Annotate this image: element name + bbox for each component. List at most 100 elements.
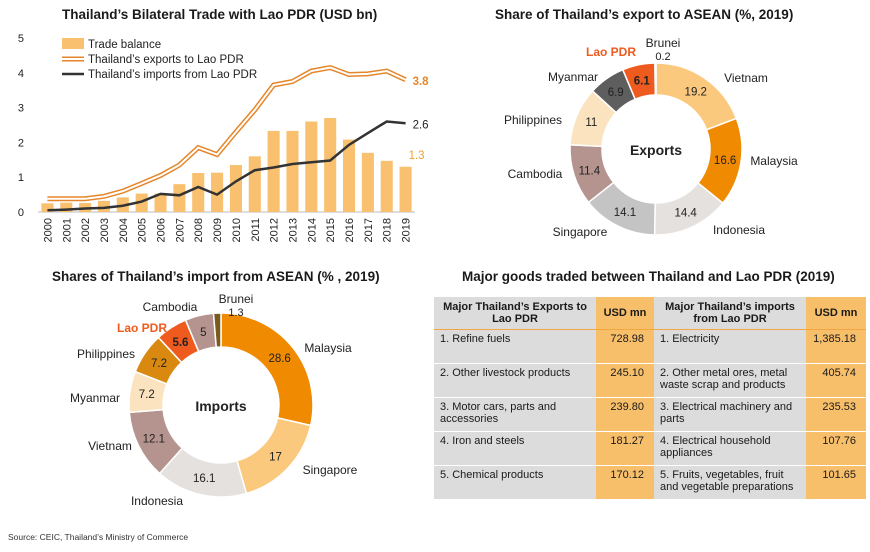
import-good: 5. Fruits, vegetables, fruit and vegetab… [654, 464, 806, 499]
category-label-lao-pdr: Lao PDR [586, 45, 636, 59]
bar-trade-balance [211, 172, 224, 212]
value-label-singapore: 17 [269, 452, 282, 464]
bar-trade-balance [399, 166, 412, 212]
export-good: 5. Chemical products [434, 464, 596, 499]
category-label-philippines: Philippines [77, 347, 135, 361]
header-usd-exports: USD mn [596, 297, 654, 330]
trade-chart: 0 1 2 3 4 5 2000 2001 2002 2003 2004 2005 2006 2007 20… [18, 33, 429, 242]
import-value: 405.74 [806, 362, 866, 397]
x-tick-label: 2019 [401, 218, 413, 242]
category-label-brunei: Brunei [219, 292, 254, 306]
y-tick-label: 0 [18, 207, 24, 219]
category-label-singapore: Singapore [553, 225, 608, 239]
table-row: 1. Refine fuels 728.98 1. Electricity 1,… [434, 328, 866, 363]
bar-trade-balance [60, 202, 73, 212]
export-donut: 19.2 16.6 14.4 14.1 11.4 11 6.9 6.1 Vietnam Malay… [504, 36, 798, 239]
x-tick-label: 2014 [306, 218, 318, 242]
line-chart-title: Thailand’s Bilateral Trade with Lao PDR … [62, 7, 378, 22]
export-good: 4. Iron and steels [434, 430, 596, 465]
value-label-singapore: 14.1 [614, 207, 636, 219]
bar-trade-balance [342, 139, 356, 212]
x-tick-label: 2007 [174, 218, 186, 242]
value-label-lao-pdr: 5.6 [172, 337, 188, 349]
table-row: 5. Chemical products 170.12 5. Fruits, v… [434, 464, 866, 499]
x-tick-label: 2011 [250, 218, 262, 242]
export-value: 728.98 [596, 328, 654, 363]
category-label-malaysia: Malaysia [750, 154, 798, 168]
category-label-indonesia: Indonesia [131, 494, 183, 508]
category-label-vietnam: Vietnam [88, 439, 132, 453]
x-tick-label: 2000 [42, 218, 54, 242]
export-good: 2. Other livestock products [434, 362, 596, 397]
bar-trade-balance [361, 152, 374, 212]
import-value: 1,385.18 [806, 328, 866, 363]
x-tick-label: 2006 [156, 218, 168, 242]
x-tick-label: 2009 [212, 218, 224, 242]
x-tick-label: 2001 [61, 218, 73, 242]
value-label-myanmar: 7.2 [139, 389, 155, 401]
header-imports: Major Thailand’s imports from Lao PDR [654, 297, 806, 330]
value-label-cambodia: 11.4 [579, 165, 601, 177]
y-tick-label: 2 [18, 137, 24, 149]
category-label-philippines: Philippines [504, 113, 562, 127]
x-tick-label: 2018 [382, 218, 394, 242]
category-label-myanmar: Myanmar [548, 70, 598, 84]
legend-label-exports: Thailand’s exports to Lao PDR [88, 54, 244, 66]
legend-swatch-balance [62, 38, 84, 49]
x-tick-label: 2008 [193, 218, 205, 242]
value-label-malaysia: 16.6 [714, 155, 736, 167]
category-label-myanmar: Myanmar [70, 391, 120, 405]
x-tick-label: 2013 [287, 218, 299, 242]
value-label-vietnam: 19.2 [685, 86, 707, 98]
import-good: 3. Electrical machinery and parts [654, 396, 806, 431]
x-tick-label: 2002 [80, 218, 92, 242]
data-label-balance: 1.3 [409, 150, 425, 162]
bar-trade-balance [286, 130, 299, 212]
bar-trade-balance [97, 200, 111, 212]
category-label-lao-pdr: Lao PDR [117, 321, 167, 335]
legend-label-balance: Trade balance [88, 39, 161, 51]
line-imports [47, 120, 406, 212]
value-label-brunei: 0.2 [655, 51, 670, 63]
import-good: 4. Electrical household appliances [654, 430, 806, 465]
value-label-indonesia: 16.1 [193, 473, 215, 485]
value-label-brunei: 1.3 [228, 307, 243, 319]
header-exports: Major Thailand’s Exports to Lao PDR [434, 297, 596, 330]
value-label-vietnam: 12.1 [143, 433, 165, 445]
data-label-imports: 2.6 [413, 119, 429, 131]
slice-brunei [654, 62, 657, 96]
x-tick-label: 2004 [118, 218, 130, 242]
bar-trade-balance [173, 184, 186, 212]
category-label-vietnam: Vietnam [724, 71, 768, 85]
goods-table: Major Thailand’s Exports to Lao PDR USD … [434, 297, 866, 499]
header-usd-imports: USD mn [806, 297, 866, 330]
export-value: 245.10 [596, 362, 654, 397]
bar-trade-balance [154, 193, 167, 212]
source-note: Source: CEIC, Thailand’s Ministry of Com… [8, 532, 189, 542]
y-tick-label: 3 [18, 103, 24, 115]
bar-trade-balance [229, 165, 242, 212]
value-label-cambodia: 5 [200, 327, 206, 339]
x-tick-label: 2003 [99, 218, 111, 242]
value-label-indonesia: 14.4 [674, 207, 697, 219]
y-tick-label: 5 [18, 33, 24, 45]
y-tick-label: 4 [18, 68, 24, 80]
x-tick-label: 2012 [269, 218, 281, 242]
x-tick-label: 2010 [231, 218, 243, 242]
category-label-malaysia: Malaysia [304, 341, 352, 355]
export-value: 239.80 [596, 396, 654, 431]
import-value: 101.65 [806, 464, 866, 499]
bar-trade-balance [324, 118, 337, 212]
x-tick-label: 2017 [363, 218, 375, 242]
bar-trade-balance [305, 121, 318, 212]
value-label-philippines: 7.2 [151, 358, 167, 370]
category-label-singapore: Singapore [303, 463, 358, 477]
goods-table-title: Major goods traded between Thailand and … [462, 269, 835, 284]
category-label-cambodia: Cambodia [508, 167, 563, 181]
import-value: 107.76 [806, 430, 866, 465]
bar-trade-balance [192, 173, 205, 212]
category-label-indonesia: Indonesia [713, 223, 765, 237]
bar-trade-balance [41, 203, 54, 212]
slice-brunei [212, 312, 222, 349]
table-row: 4. Iron and steels 181.27 4. Electrical … [434, 430, 866, 465]
